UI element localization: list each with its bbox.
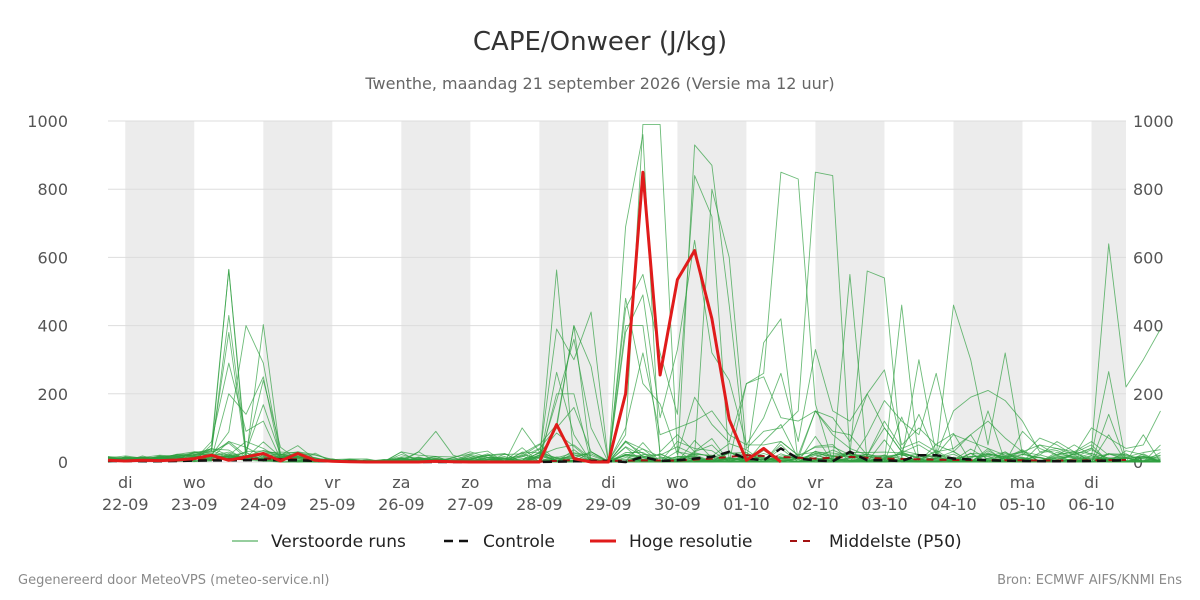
- legend-item-median[interactable]: Middelste (P50): [790, 532, 962, 552]
- series-line-control: [108, 447, 1127, 464]
- x-tick-date: 01-10: [723, 495, 770, 514]
- y-tick-right: 600: [1133, 248, 1164, 267]
- x-tick-day: za: [875, 473, 893, 492]
- x-tick-date: 28-09: [516, 495, 563, 514]
- ensemble-run-line: [107, 393, 1161, 463]
- x-tick-date: 24-09: [240, 495, 287, 514]
- chart-title: CAPE/Onweer (J/kg): [473, 27, 727, 57]
- x-tick-day: wo: [183, 473, 206, 492]
- footer-source: Bron: ECMWF AIFS/KNMI Ens: [997, 573, 1182, 588]
- x-tick-day: zo: [461, 473, 479, 492]
- y-axis-ticks: 0 0 200 200 400 400 600 600 800 800 1000 1000: [27, 112, 1173, 472]
- y-tick-left: 200: [37, 385, 68, 404]
- x-axis-ticks: di 22-09 wo 23-09 do 24-09 vr 25-09 za 26-09 zo 27-…: [102, 473, 1115, 514]
- x-tick-date: 02-10: [792, 495, 839, 514]
- x-tick-day: ma: [527, 473, 552, 492]
- y-tick-left: 800: [37, 180, 68, 199]
- footer-generated-by: Gegenereerd door MeteoVPS (meteo-service…: [18, 573, 330, 588]
- x-tick-day: ma: [1010, 473, 1035, 492]
- x-tick-date: 25-09: [309, 495, 356, 514]
- legend-label: Verstoorde runs: [271, 532, 406, 552]
- y-tick-left: 0: [58, 453, 68, 472]
- y-tick-right: 1000: [1133, 112, 1174, 131]
- legend-item-ensemble[interactable]: Verstoorde runs: [232, 532, 406, 552]
- ensemble-run-line: [107, 325, 1161, 463]
- shaded-band: [1091, 121, 1126, 462]
- y-tick-left: 600: [37, 248, 68, 267]
- legend[interactable]: Verstoorde runs Controle Hoge resolutie Mid…: [232, 532, 962, 552]
- y-tick-right: 200: [1133, 385, 1164, 404]
- x-tick-day: do: [253, 473, 273, 492]
- shaded-band: [125, 121, 195, 462]
- shaded-band: [953, 121, 1023, 462]
- ensemble-run-line: [107, 441, 1161, 463]
- legend-label: Middelste (P50): [829, 532, 962, 552]
- x-tick-date: 26-09: [378, 495, 425, 514]
- x-tick-day: di: [601, 473, 616, 492]
- shaded-band: [401, 121, 471, 462]
- x-tick-day: di: [118, 473, 133, 492]
- y-tick-left: 1000: [27, 112, 68, 131]
- x-tick-day: vr: [324, 473, 340, 492]
- ensemble-run-line: [107, 441, 1161, 463]
- x-tick-date: 27-09: [447, 495, 494, 514]
- legend-label: Controle: [483, 532, 555, 552]
- x-tick-date: 22-09: [102, 495, 149, 514]
- x-tick-date: 23-09: [171, 495, 218, 514]
- legend-label: Hoge resolutie: [629, 532, 753, 552]
- x-tick-date: 30-09: [654, 495, 701, 514]
- weekend-bands: [125, 121, 1126, 462]
- shaded-band: [263, 121, 333, 462]
- x-tick-day: do: [736, 473, 756, 492]
- x-tick-day: wo: [666, 473, 689, 492]
- y-tick-right: 0: [1133, 453, 1143, 472]
- legend-item-hires[interactable]: Hoge resolutie: [590, 532, 753, 552]
- shaded-band: [677, 121, 747, 462]
- y-tick-right: 400: [1133, 317, 1164, 336]
- x-tick-date: 29-09: [585, 495, 632, 514]
- y-tick-left: 400: [37, 317, 68, 336]
- legend-item-control[interactable]: Controle: [444, 532, 555, 552]
- y-tick-right: 800: [1133, 180, 1164, 199]
- x-tick-date: 06-10: [1068, 495, 1115, 514]
- shaded-band: [539, 121, 609, 462]
- main-series: [107, 170, 1127, 464]
- x-tick-date: 04-10: [930, 495, 977, 514]
- x-tick-day: zo: [944, 473, 962, 492]
- chart-subtitle: Twenthe, maandag 21 september 2026 (Vers…: [364, 74, 834, 93]
- x-tick-day: di: [1084, 473, 1099, 492]
- x-tick-day: vr: [807, 473, 823, 492]
- shaded-band: [815, 121, 885, 462]
- x-tick-date: 03-10: [861, 495, 908, 514]
- x-tick-day: za: [392, 473, 410, 492]
- x-tick-date: 05-10: [999, 495, 1046, 514]
- series-line-hires: [107, 170, 782, 464]
